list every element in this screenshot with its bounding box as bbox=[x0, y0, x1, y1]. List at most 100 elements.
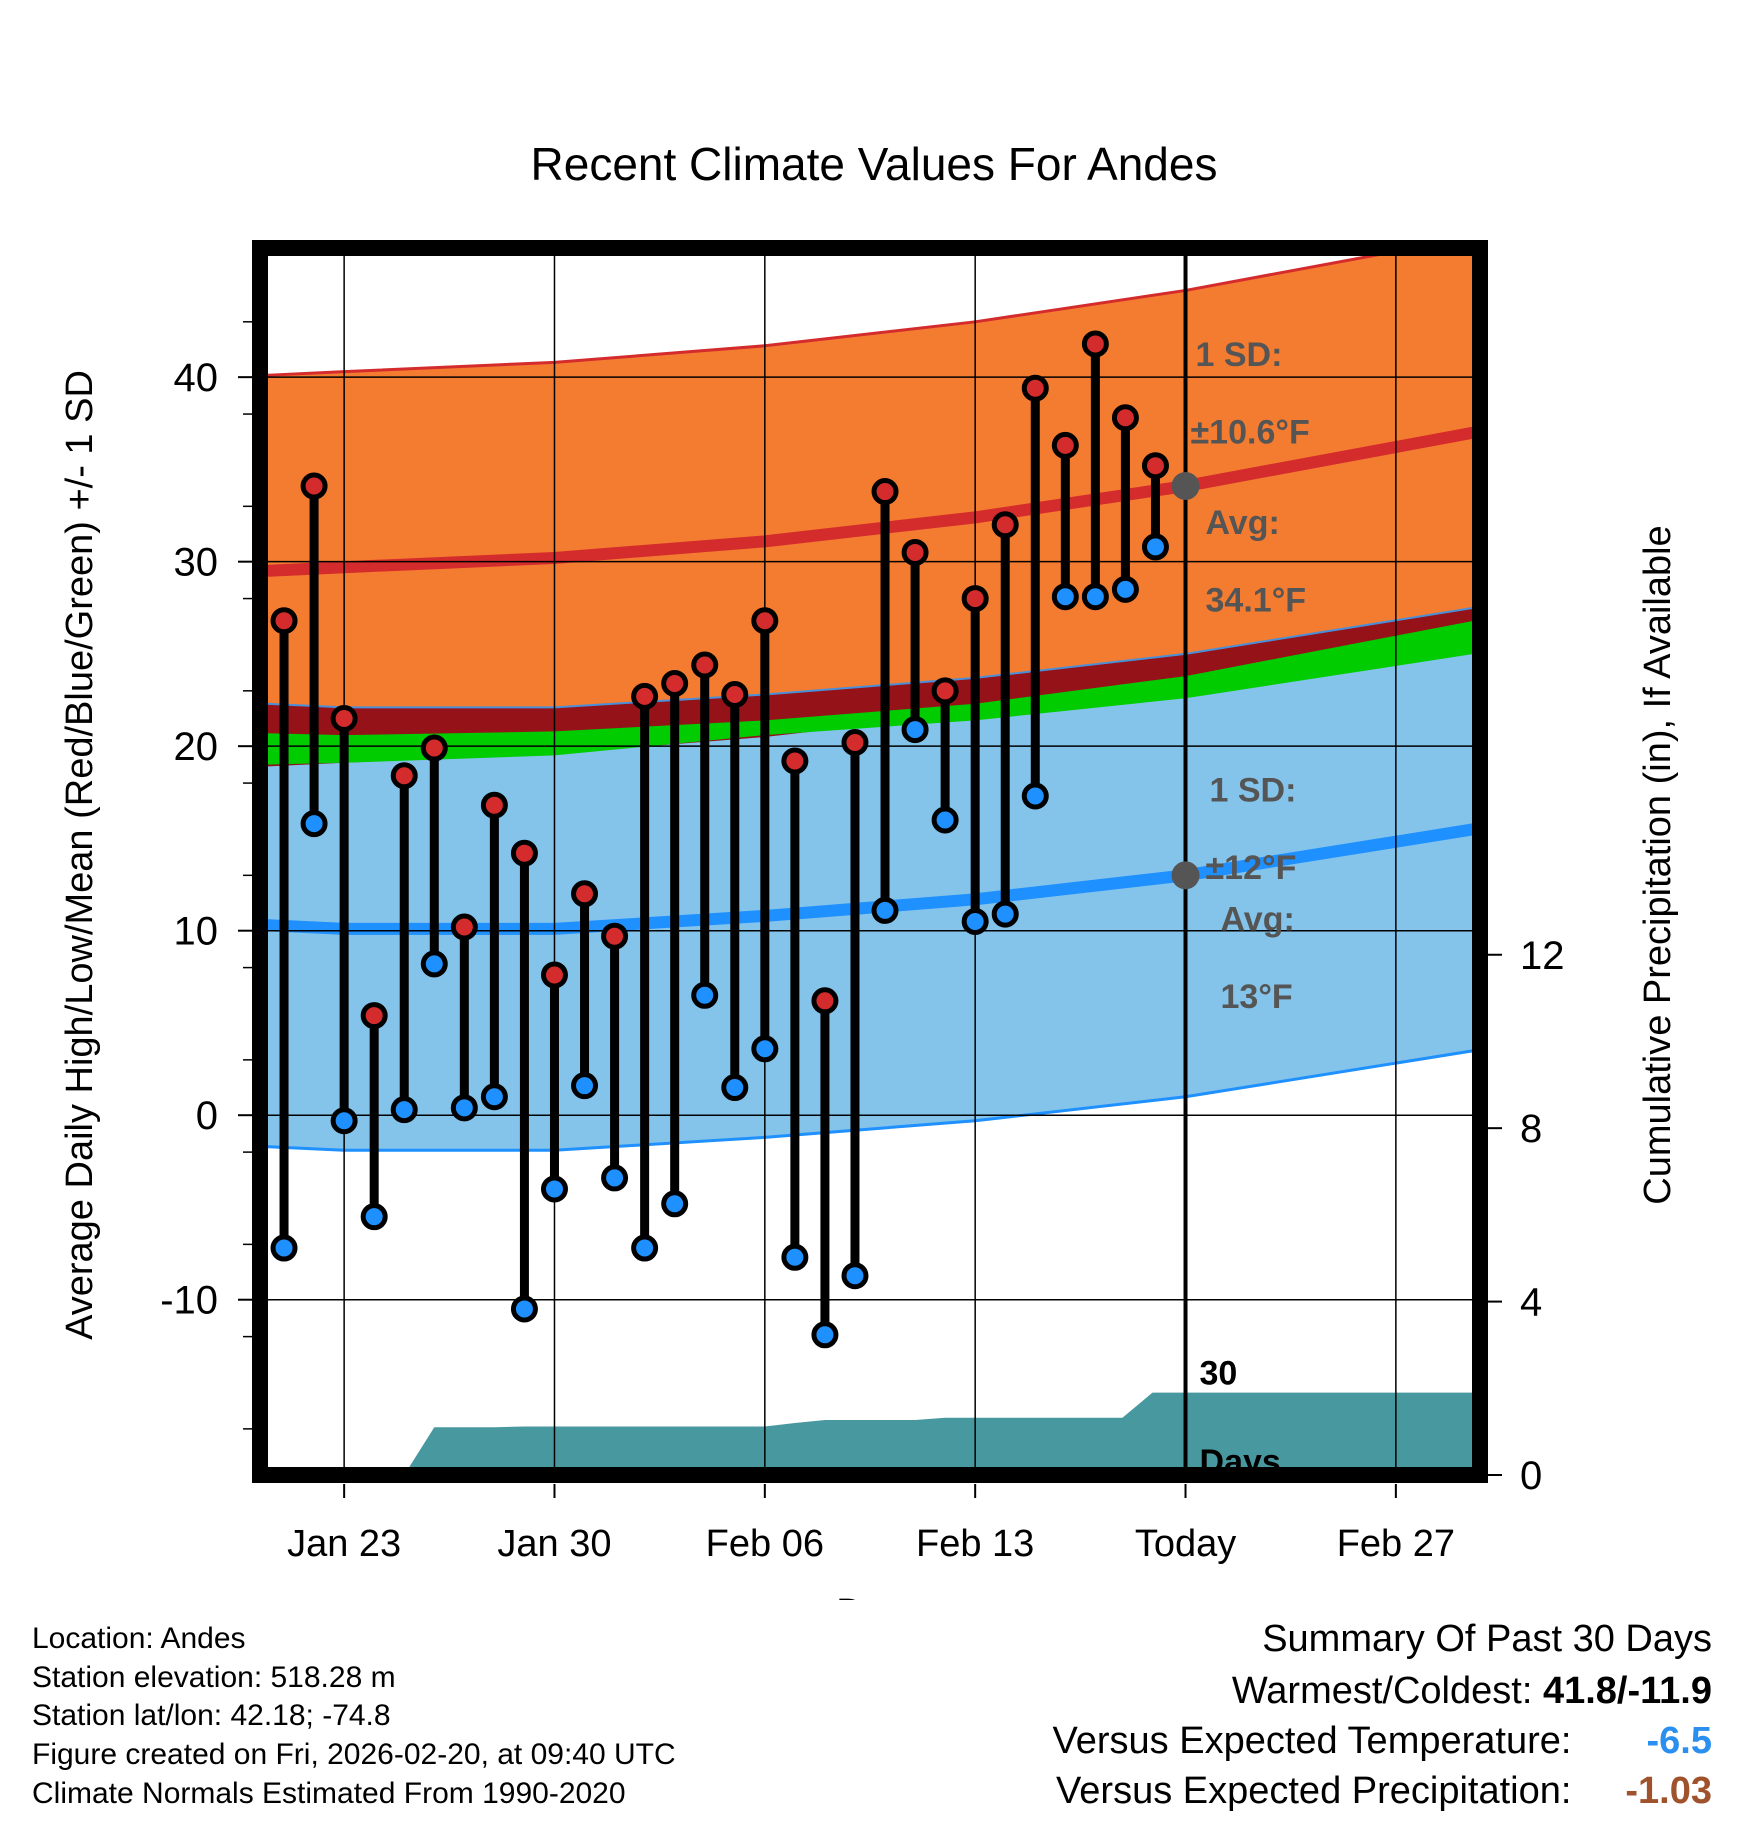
high-point bbox=[270, 607, 298, 635]
low-point bbox=[721, 1074, 749, 1102]
high-avg-value: 34.1°F bbox=[1206, 581, 1307, 619]
low-point bbox=[1111, 575, 1139, 603]
low-point bbox=[390, 1096, 418, 1124]
info-latlon: Station lat/lon: 42.18; -74.8 bbox=[32, 1699, 391, 1732]
y-tick-label: 0 bbox=[196, 1094, 218, 1138]
low-point bbox=[931, 806, 959, 834]
high-point bbox=[390, 762, 418, 790]
low-point bbox=[480, 1083, 508, 1111]
high-point bbox=[961, 585, 989, 613]
low-point bbox=[631, 1234, 659, 1262]
high-point bbox=[420, 734, 448, 762]
high-point bbox=[360, 1002, 388, 1030]
y2-tick-label: 4 bbox=[1520, 1281, 1542, 1325]
low-point bbox=[991, 900, 1019, 928]
high-point bbox=[841, 728, 869, 756]
high-point bbox=[661, 669, 689, 697]
low-point bbox=[601, 1164, 629, 1192]
info-normals: Climate Normals Estimated From 1990-2020 bbox=[32, 1777, 626, 1810]
temp-label: Versus Expected Temperature: bbox=[1052, 1720, 1572, 1762]
x-tick-label: Today bbox=[1135, 1523, 1236, 1565]
low-point bbox=[510, 1295, 538, 1323]
low-point bbox=[781, 1243, 809, 1271]
low-point bbox=[360, 1203, 388, 1231]
low-point bbox=[811, 1321, 839, 1349]
high-point bbox=[330, 705, 358, 733]
low-point bbox=[901, 716, 929, 744]
x-axis-label: Day bbox=[836, 1592, 904, 1600]
low-point bbox=[300, 810, 328, 838]
x-tick-label: Jan 23 bbox=[287, 1523, 401, 1565]
high-point bbox=[781, 747, 809, 775]
high-point bbox=[300, 472, 328, 500]
x-tick-label: Jan 30 bbox=[497, 1523, 611, 1565]
y-tick-label: 20 bbox=[174, 725, 219, 769]
days-label-number: 30 bbox=[1200, 1355, 1238, 1393]
high-point bbox=[931, 677, 959, 705]
high-point bbox=[1141, 452, 1169, 480]
low-point bbox=[1141, 533, 1169, 561]
x-tick-label: Feb 27 bbox=[1337, 1523, 1455, 1565]
low-point bbox=[841, 1262, 869, 1290]
y-axis-label: Average Daily High/Low/Mean (Red/Blue/Gr… bbox=[59, 370, 101, 1340]
temp-value: -6.5 bbox=[1646, 1720, 1712, 1762]
low-point bbox=[571, 1072, 599, 1100]
y2-tick-label: 12 bbox=[1520, 934, 1565, 978]
plot-frame bbox=[252, 240, 1488, 1483]
high-point bbox=[450, 913, 478, 941]
high-point bbox=[571, 880, 599, 908]
today-high-avg-marker bbox=[1171, 472, 1200, 501]
high-point bbox=[901, 538, 929, 566]
precip-label: Versus Expected Precipitation: bbox=[1056, 1770, 1572, 1812]
chart-title: Recent Climate Values For Andes bbox=[531, 138, 1218, 190]
low-point bbox=[420, 950, 448, 978]
y2-tick-label: 0 bbox=[1520, 1454, 1542, 1498]
info-location: Location: Andes bbox=[32, 1622, 246, 1655]
high-avg-label: Avg: bbox=[1206, 504, 1280, 542]
high-point bbox=[510, 839, 538, 867]
low-point bbox=[540, 1175, 568, 1203]
low-point bbox=[450, 1094, 478, 1122]
y2-axis-label: Cumulative Precipitation (in), If Availa… bbox=[1637, 525, 1679, 1204]
low-point bbox=[330, 1107, 358, 1135]
high-point bbox=[991, 511, 1019, 539]
high-point bbox=[721, 681, 749, 709]
low-sd-value: ±12°F bbox=[1206, 849, 1297, 887]
high-point bbox=[1051, 431, 1079, 459]
precip-area bbox=[278, 1392, 1474, 1475]
precip-value: -1.03 bbox=[1625, 1770, 1712, 1812]
x-tick-label: Feb 13 bbox=[916, 1523, 1034, 1565]
low-point bbox=[961, 907, 989, 935]
high-point bbox=[1081, 330, 1109, 358]
mean-band bbox=[266, 620, 1474, 765]
low-point bbox=[1081, 583, 1109, 611]
low-point bbox=[1021, 782, 1049, 810]
high-point bbox=[480, 791, 508, 819]
low-point bbox=[751, 1035, 779, 1063]
info-created: Figure created on Fri, 2026-02-20, at 09… bbox=[32, 1738, 676, 1771]
low-point bbox=[1051, 583, 1079, 611]
high-point bbox=[1021, 374, 1049, 402]
low-point bbox=[661, 1190, 689, 1218]
low-point bbox=[270, 1234, 298, 1262]
y-tick-label: -10 bbox=[160, 1279, 218, 1323]
low-point bbox=[691, 981, 719, 1009]
high-point bbox=[811, 987, 839, 1015]
low-avg-value: 13°F bbox=[1221, 978, 1293, 1016]
summary-title: Summary Of Past 30 Days bbox=[1262, 1618, 1712, 1660]
high-point bbox=[601, 922, 629, 950]
y2-tick-label: 8 bbox=[1520, 1107, 1542, 1151]
y-tick-label: 40 bbox=[174, 356, 219, 400]
warm-cold-value: 41.8/-11.9 bbox=[1542, 1670, 1712, 1712]
today-low-avg-marker bbox=[1171, 861, 1200, 890]
high-point bbox=[691, 651, 719, 679]
high-sd-value: ±10.6°F bbox=[1191, 414, 1310, 452]
info-elevation: Station elevation: 518.28 m bbox=[32, 1661, 396, 1694]
summary-precip: Versus Expected Precipitation: -1.03 bbox=[1056, 1770, 1712, 1813]
summary-temp: Versus Expected Temperature: -6.5 bbox=[1053, 1720, 1712, 1763]
plot-area: 1 SD: ±10.6°F Avg: 34.1°F 1 SD: ±12°F Avg: 13°F… bbox=[260, 248, 1480, 1475]
climate-chart: Recent Climate Values For Andes 1 SD: ±10… bbox=[59, 138, 1679, 1600]
warm-cold-label: Warmest/Coldest: bbox=[1231, 1670, 1533, 1712]
high-sd-label: 1 SD: bbox=[1196, 336, 1283, 374]
y-tick-label: 30 bbox=[174, 541, 219, 585]
